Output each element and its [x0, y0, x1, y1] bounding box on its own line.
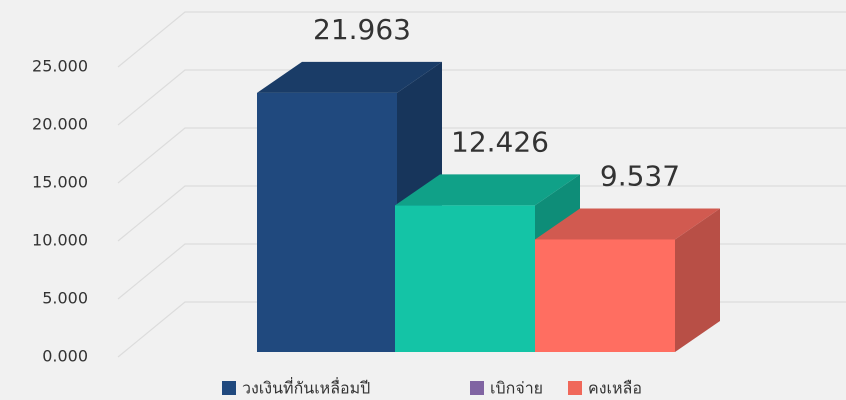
value-label: 21.963 [313, 13, 411, 46]
bar [535, 239, 675, 352]
bar [257, 92, 397, 352]
legend-swatch [222, 381, 236, 395]
y-tick-label: 20.000 [32, 115, 88, 134]
legend-swatch [470, 381, 484, 395]
bar-top [257, 61, 442, 93]
legend-label: คงเหลือ [588, 379, 642, 398]
bar-top [395, 174, 580, 206]
y-tick-label: 25.000 [32, 57, 88, 76]
legend-label: เบิกจ่าย [490, 379, 543, 398]
y-tick-label: 0.000 [42, 347, 88, 366]
y-tick-label: 5.000 [42, 289, 88, 308]
bar-top [535, 208, 720, 240]
value-label: 12.426 [451, 125, 549, 158]
bar-side [675, 208, 720, 352]
grid-line [117, 11, 846, 68]
bar [395, 205, 535, 352]
y-tick-label: 10.000 [32, 231, 88, 250]
grid-line [117, 185, 846, 242]
grid-line [117, 69, 846, 126]
legend-swatch [568, 381, 582, 395]
grid-line [117, 127, 846, 184]
value-label: 9.537 [600, 159, 680, 192]
legend-label: วงเงินที่กันเหลื่อมปี [242, 377, 370, 398]
y-tick-label: 15.000 [32, 173, 88, 192]
